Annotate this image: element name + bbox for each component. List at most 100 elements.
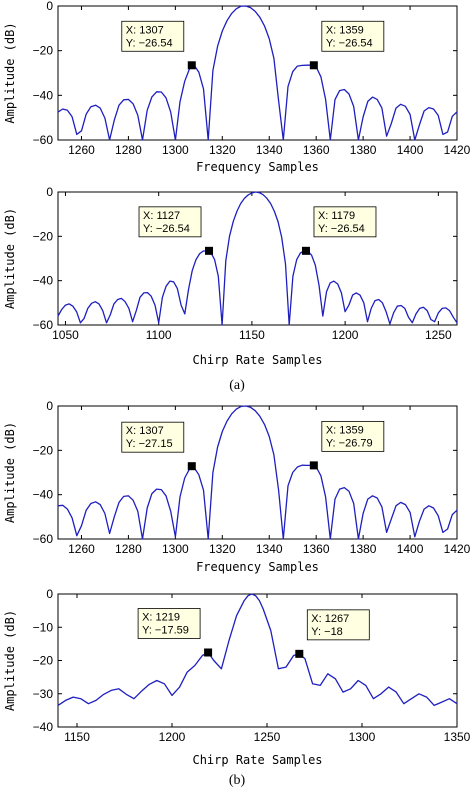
x-axis-label: Chirp Rate Samples — [192, 353, 322, 367]
datatip-box[interactable] — [137, 608, 201, 639]
plot-area — [57, 191, 458, 326]
chart-a-bottom: 1050 1100 1150 1200 1250 0 −20 −40 −60 Chirp Rate… — [3, 185, 458, 367]
datatip-x-label: X: 1359 — [326, 24, 364, 36]
x-tick-label: 1200 — [332, 328, 359, 342]
datatip-box[interactable] — [121, 421, 185, 453]
x-tick-label: 1300 — [162, 143, 189, 157]
y-tick-label: −10 — [33, 620, 54, 634]
x-tick-label: 1340 — [256, 542, 283, 556]
y-tick-label: −40 — [33, 88, 54, 102]
y-tick-label: 0 — [46, 0, 53, 13]
y-tick-label: −60 — [33, 133, 54, 147]
datatip-marker[interactable] — [187, 462, 196, 471]
x-tick-label: 1050 — [52, 328, 79, 342]
x-tick-label: 1250 — [254, 730, 281, 744]
series-line — [57, 191, 458, 326]
x-tick-label: 1250 — [425, 328, 452, 342]
y-tick-label: −60 — [33, 532, 54, 546]
datatip-x-label: X: 1127 — [143, 210, 180, 222]
datatip-x-label: X: 1267 — [311, 613, 349, 625]
x-tick-label: 1320 — [209, 542, 236, 556]
datatip-box[interactable] — [121, 20, 185, 52]
datatip-x-label: X: 1219 — [142, 611, 180, 623]
datatip-y-label: Y: −26.54 — [143, 223, 190, 235]
y-tick-label: −20 — [33, 654, 54, 668]
x-tick-label: 1420 — [444, 143, 471, 157]
y-tick-label: −60 — [33, 318, 54, 332]
series-line — [57, 5, 458, 141]
datatip-box[interactable] — [321, 420, 385, 452]
x-tick-label: 1300 — [349, 730, 376, 744]
y-tick-label: −40 — [33, 488, 54, 502]
x-tick-label: 1150 — [239, 328, 265, 342]
x-axis-label: Frequency Samples — [196, 160, 319, 174]
datatip-marker[interactable] — [301, 246, 310, 255]
x-tick-label: 1420 — [444, 542, 471, 556]
series-line — [57, 405, 458, 540]
y-axis-label: Amplitude (dB) — [3, 22, 17, 123]
y-tick-label: −30 — [33, 687, 54, 701]
datatip-x-label: X: 1359 — [326, 424, 364, 436]
datatip-y-label: Y: −17.59 — [142, 624, 189, 636]
chart-b-bottom: 1150 1200 1250 1300 1350 0 −10 −20 −30 −40 Chirp R… — [3, 587, 471, 767]
series-line — [57, 593, 458, 707]
x-tick-label: 1360 — [303, 143, 330, 157]
chart-a-top: 1260 1280 1300 1320 1340 1360 1380 1400 1420 0 −20… — [3, 0, 471, 174]
x-axis-label: Frequency Samples — [196, 560, 319, 574]
datatip-marker[interactable] — [204, 648, 213, 657]
datatip-y-label: Y: −26.54 — [318, 223, 365, 235]
y-axis-label: Amplitude (dB) — [3, 208, 17, 309]
x-axis-label: Chirp Rate Samples — [192, 753, 322, 767]
y-tick-label: −40 — [33, 274, 54, 288]
y-tick-label: 0 — [46, 185, 53, 199]
datatip-y-label: Y: −18 — [311, 626, 343, 638]
x-tick-label: 1100 — [146, 328, 172, 342]
x-tick-label: 1400 — [397, 143, 424, 157]
y-tick-label: −20 — [33, 229, 54, 243]
chart-b-top: 1260 1280 1300 1320 1340 1360 1380 1400 1420 0 −20… — [3, 399, 471, 574]
y-tick-label: −40 — [33, 720, 54, 734]
datatip-x-label: X: 1179 — [318, 210, 355, 222]
datatip-marker[interactable] — [205, 246, 214, 255]
x-tick-label: 1320 — [209, 143, 236, 157]
datatip-y-label: Y: −26.54 — [126, 37, 173, 49]
datatip-marker[interactable] — [187, 61, 196, 70]
x-tick-label: 1350 — [444, 730, 471, 744]
plot-area — [57, 5, 458, 141]
x-tick-label: 1280 — [115, 143, 142, 157]
datatip-x-label: X: 1307 — [126, 425, 164, 437]
plot-area — [57, 405, 458, 540]
x-tick-label: 1200 — [159, 730, 186, 744]
datatip-x-label: X: 1307 — [126, 24, 164, 36]
x-tick-label: 1380 — [350, 542, 377, 556]
y-tick-label: −20 — [33, 44, 54, 58]
datatip-y-label: Y: −26.54 — [326, 37, 373, 49]
x-tick-label: 1340 — [256, 143, 283, 157]
datatip-box[interactable] — [313, 206, 377, 238]
x-tick-label: 1300 — [162, 542, 189, 556]
datatip-marker[interactable] — [295, 649, 304, 658]
datatip-y-label: Y: −27.15 — [126, 438, 173, 450]
datatip-box[interactable] — [306, 609, 370, 641]
x-tick-label: 1260 — [68, 542, 95, 556]
y-tick-label: −20 — [33, 443, 54, 457]
x-tick-label: 1260 — [68, 143, 95, 157]
x-tick-label: 1280 — [115, 542, 142, 556]
caption-b: (b) — [229, 773, 246, 788]
plot-area — [57, 593, 458, 728]
y-axis-label: Amplitude (dB) — [3, 610, 17, 711]
datatip-box[interactable] — [321, 20, 385, 52]
x-tick-label: 1400 — [397, 542, 424, 556]
x-tick-label: 1360 — [303, 542, 330, 556]
datatip-marker[interactable] — [309, 61, 318, 70]
x-tick-label: 1380 — [350, 143, 377, 157]
y-axis-label: Amplitude (dB) — [3, 422, 17, 523]
y-tick-label: 0 — [46, 399, 53, 413]
caption-a: (a) — [229, 378, 245, 393]
datatip-box[interactable] — [138, 206, 202, 238]
x-tick-label: 1150 — [64, 730, 90, 744]
datatip-marker[interactable] — [309, 461, 318, 470]
y-tick-label: 0 — [46, 587, 53, 601]
datatip-y-label: Y: −26.79 — [326, 437, 373, 449]
